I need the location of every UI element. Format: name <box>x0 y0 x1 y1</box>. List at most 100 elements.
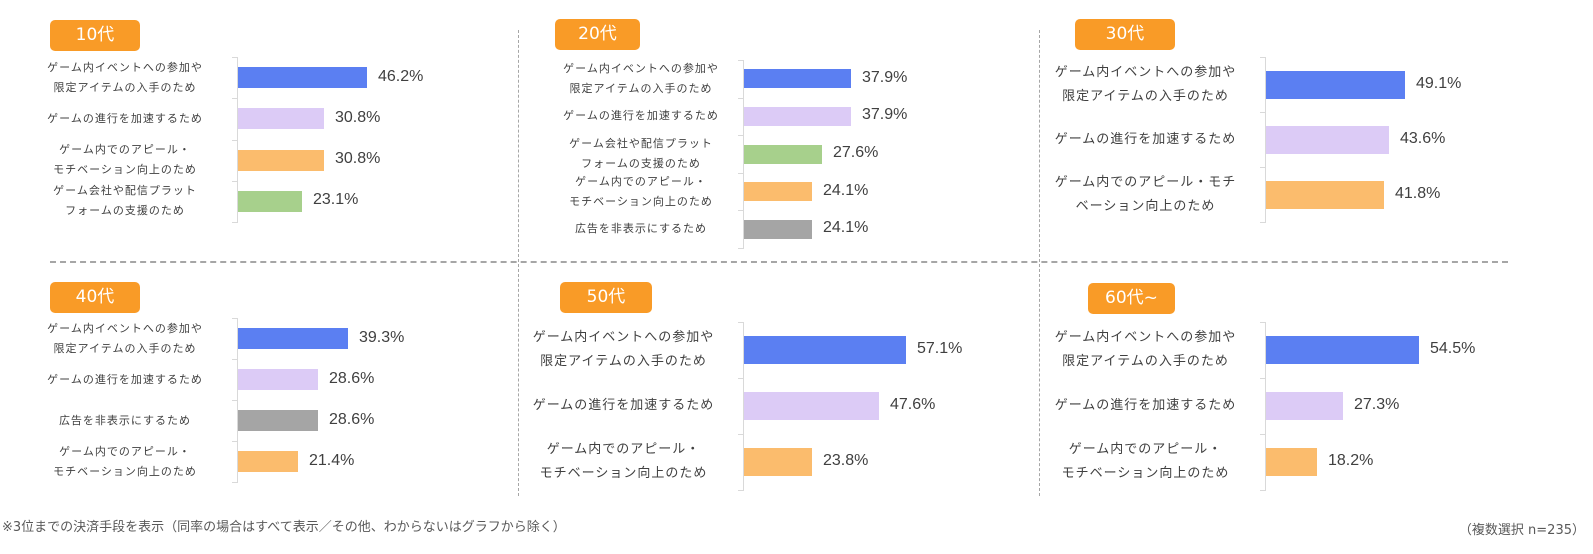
axis-tick <box>232 482 238 483</box>
category-axis <box>1265 322 1266 490</box>
data-bar <box>238 410 318 431</box>
axis-tick <box>738 98 744 99</box>
data-value-label: 57.1% <box>917 340 963 357</box>
axis-tick <box>738 135 744 136</box>
axis-tick <box>1260 222 1266 223</box>
data-bar <box>238 150 324 171</box>
data-bar <box>238 328 348 349</box>
data-value-label: 41.8% <box>1395 185 1441 202</box>
age-group-badge: 20代 <box>555 19 640 50</box>
axis-tick <box>232 140 238 141</box>
data-bar <box>238 191 302 212</box>
age-group-badge: 30代 <box>1075 19 1175 50</box>
axis-tick <box>1260 322 1266 323</box>
category-label: ゲームの進行を加速するため <box>1054 398 1237 413</box>
category-label: ゲームの進行を加速するため <box>563 109 719 122</box>
data-bar <box>744 182 812 201</box>
data-bar <box>744 220 812 239</box>
category-label: ゲーム内でのアピール・ モチベーション向上のため <box>1061 442 1230 481</box>
axis-tick <box>738 490 744 491</box>
data-bar <box>238 67 367 88</box>
axis-tick <box>1260 434 1266 435</box>
axis-tick <box>738 248 744 249</box>
category-label: ゲーム内イベントへの参加や 限定アイテムの入手のため <box>563 62 719 95</box>
data-value-label: 39.3% <box>359 329 405 346</box>
category-label: ゲーム内イベントへの参加や 限定アイテムの入手のため <box>47 322 203 355</box>
data-value-label: 18.2% <box>1328 452 1374 469</box>
axis-tick <box>738 434 744 435</box>
axis-tick <box>1260 112 1266 113</box>
axis-tick <box>1260 490 1266 491</box>
data-bar <box>1266 71 1405 99</box>
category-label: ゲーム内イベントへの参加や 限定アイテムの入手のため <box>1054 65 1237 104</box>
axis-tick <box>1260 167 1266 168</box>
data-value-label: 27.3% <box>1354 396 1400 413</box>
category-label: ゲーム内でのアピール・モチ ベーション向上のため <box>1054 175 1237 214</box>
data-bar <box>1266 448 1317 476</box>
data-value-label: 30.8% <box>335 109 381 126</box>
axis-tick <box>232 441 238 442</box>
data-value-label: 37.9% <box>862 69 908 86</box>
category-label: ゲーム内イベントへの参加や 限定アイテムの入手のため <box>532 330 715 369</box>
age-group-badge: 10代 <box>50 20 140 51</box>
data-bar <box>744 448 812 476</box>
sample-size-note: （複数選択 n=235） <box>1458 523 1585 538</box>
data-value-label: 28.6% <box>329 370 375 387</box>
data-value-label: 49.1% <box>1416 75 1462 92</box>
data-value-label: 27.6% <box>833 144 879 161</box>
axis-tick <box>232 359 238 360</box>
axis-tick <box>232 181 238 182</box>
data-value-label: 30.8% <box>335 150 381 167</box>
footnote: ※3位までの決済手段を表示（同率の場合はすべて表示／その他、わからないはグラフか… <box>2 520 566 535</box>
category-label: ゲーム内イベントへの参加や 限定アイテムの入手のため <box>1054 330 1237 369</box>
data-value-label: 24.1% <box>823 182 869 199</box>
axis-tick <box>738 173 744 174</box>
category-axis <box>1265 57 1266 222</box>
data-bar <box>1266 126 1389 154</box>
data-value-label: 28.6% <box>329 411 375 428</box>
divider-vertical-1 <box>518 30 519 496</box>
category-label: ゲーム内イベントへの参加や 限定アイテムの入手のため <box>47 61 203 94</box>
data-bar <box>1266 336 1419 364</box>
axis-tick <box>738 210 744 211</box>
category-label: ゲームの進行を加速するため <box>1054 132 1237 147</box>
data-bar <box>1266 392 1343 420</box>
data-value-label: 23.1% <box>313 191 359 208</box>
divider-horizontal <box>50 261 1508 263</box>
data-bar <box>744 392 879 420</box>
category-label: ゲームの進行を加速するため <box>532 398 715 413</box>
axis-tick <box>1260 57 1266 58</box>
data-value-label: 54.5% <box>1430 340 1476 357</box>
category-label: ゲームの進行を加速するため <box>47 112 203 125</box>
axis-tick <box>232 318 238 319</box>
data-value-label: 43.6% <box>1400 130 1446 147</box>
divider-vertical-2 <box>1039 30 1040 496</box>
data-bar <box>1266 181 1384 209</box>
category-label: ゲーム内でのアピール・ モチベーション向上のため <box>53 445 197 478</box>
category-axis <box>743 322 744 490</box>
data-value-label: 21.4% <box>309 452 355 469</box>
category-label: ゲーム内でのアピール・ モチベーション向上のため <box>569 175 713 208</box>
axis-tick <box>232 57 238 58</box>
age-group-badge: 40代 <box>50 282 140 313</box>
data-bar <box>238 108 324 129</box>
axis-tick <box>232 98 238 99</box>
category-label: 広告を非表示にするため <box>574 222 708 235</box>
data-bar <box>744 107 851 126</box>
data-value-label: 24.1% <box>823 219 869 236</box>
data-value-label: 46.2% <box>378 68 424 85</box>
age-group-badge: 60代~ <box>1088 283 1175 314</box>
category-label: ゲーム会社や配信プラット フォームの支援のため <box>53 184 197 217</box>
data-value-label: 37.9% <box>862 106 908 123</box>
axis-tick <box>232 222 238 223</box>
category-label: ゲーム会社や配信プラット フォームの支援のため <box>569 137 713 170</box>
data-bar <box>238 451 298 472</box>
axis-tick <box>738 60 744 61</box>
axis-tick <box>738 378 744 379</box>
data-bar <box>238 369 318 390</box>
data-bar <box>744 336 906 364</box>
data-bar <box>744 69 851 88</box>
axis-tick <box>738 322 744 323</box>
axis-tick <box>1260 378 1266 379</box>
category-label: ゲーム内でのアピール・ モチベーション向上のため <box>539 442 708 481</box>
